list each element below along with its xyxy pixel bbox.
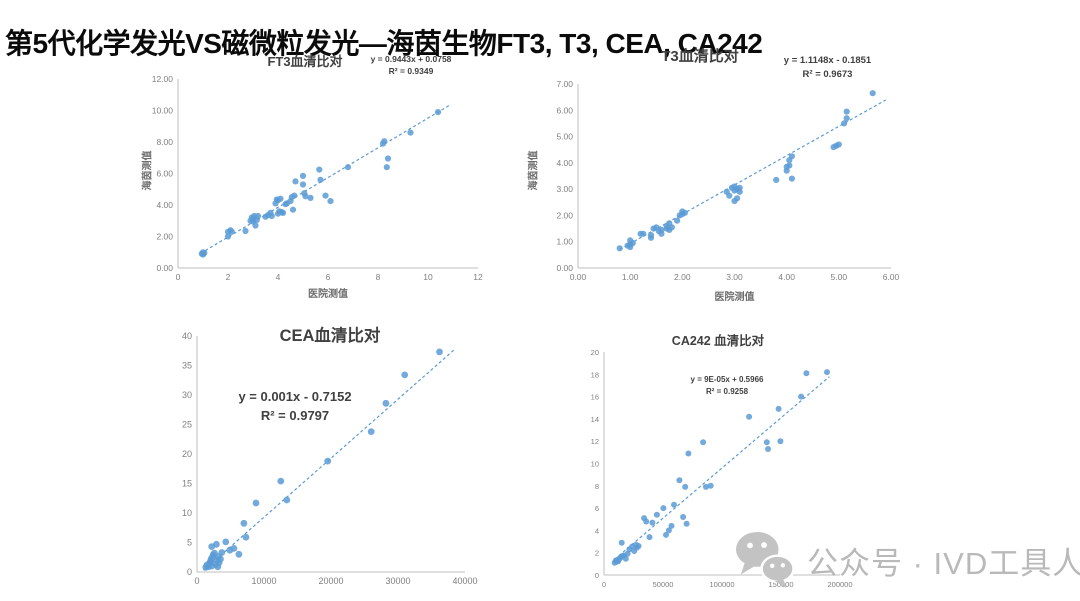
svg-text:4.00: 4.00: [778, 272, 795, 282]
equation-line: y = 0.9443x + 0.0758: [370, 54, 452, 64]
y-axis-title-t3: 海茵测值: [528, 150, 540, 191]
r-squared-line: R² = 0.9258: [705, 386, 749, 396]
svg-text:12: 12: [473, 272, 483, 282]
ft3-plot-area: 0.00 2.00 4.00 6.00 8.00 10.00 12.00 0 2 4 6 8 10 12: [152, 74, 483, 282]
svg-text:20: 20: [591, 348, 599, 357]
svg-text:2.00: 2.00: [674, 272, 691, 282]
svg-text:20000: 20000: [318, 576, 343, 586]
svg-text:4.00: 4.00: [556, 158, 573, 168]
svg-text:2.00: 2.00: [556, 210, 573, 220]
trendline-equation-t3: y = 1.1148x - 0.1851 R² = 0.9673: [765, 54, 890, 82]
watermark: 公众号 · IVD工具人: [733, 531, 1080, 589]
svg-text:30: 30: [182, 390, 192, 400]
chart-title-t3: T3血清比对: [661, 48, 739, 65]
equation-line: y = 0.001x - 0.7152: [238, 389, 352, 404]
svg-text:0: 0: [194, 576, 199, 586]
ft3-scatter-chart: 0.00 2.00 4.00 6.00 8.00 10.00 12.00 0 2 4 6 8 10 12 …: [140, 45, 490, 307]
svg-text:0: 0: [176, 272, 181, 282]
svg-text:15: 15: [182, 479, 192, 489]
trendline-equation-ft3: y = 0.9443x + 0.0758 R² = 0.9349: [358, 53, 464, 78]
t3-plot-area: 0.00 1.00 2.00 3.00 4.00 5.00 6.00 7.00 0.00 1.00…: [556, 79, 900, 282]
svg-text:200000: 200000: [827, 580, 852, 589]
chart-title-ca242: CA242 血清比对: [671, 334, 765, 348]
chart-title-ft3: FT3血清比对: [267, 54, 343, 69]
trendline-equation-cea: y = 0.001x - 0.7152 R² = 0.9797: [210, 388, 380, 426]
svg-text:5: 5: [187, 538, 192, 548]
svg-text:12.00: 12.00: [152, 74, 174, 84]
svg-text:0: 0: [602, 580, 606, 589]
svg-text:4.00: 4.00: [156, 200, 173, 210]
r-squared-line: R² = 0.9673: [802, 68, 853, 80]
svg-text:6: 6: [326, 272, 331, 282]
svg-text:10: 10: [182, 508, 192, 518]
svg-text:1.00: 1.00: [556, 237, 573, 247]
svg-text:6.00: 6.00: [883, 272, 900, 282]
wechat-icon: [736, 531, 795, 589]
svg-text:7.00: 7.00: [556, 79, 573, 89]
svg-text:8: 8: [376, 272, 381, 282]
svg-text:2: 2: [595, 549, 599, 558]
svg-text:4: 4: [595, 526, 599, 535]
svg-text:30000: 30000: [385, 576, 410, 586]
svg-text:4: 4: [276, 272, 281, 282]
svg-text:18: 18: [591, 370, 599, 379]
cea-plot-area: 0 5 10 15 20 25 30 35 40 0 10000 20000 30000 40000: [182, 331, 478, 586]
svg-text:50000: 50000: [653, 580, 674, 589]
ca242-plot-area: 0246810121416182005000010000015000020000…: [591, 348, 853, 589]
slide-title: 第5代化学发光VS磁微粒发光—海茵生物FT3, T3, CEA, CA242: [5, 27, 763, 59]
svg-text:10000: 10000: [251, 576, 276, 586]
y-axis-title-ft3: 海茵测值: [142, 150, 154, 191]
svg-text:10.00: 10.00: [152, 106, 174, 116]
svg-text:40: 40: [182, 331, 192, 341]
svg-text:40000: 40000: [452, 576, 477, 586]
svg-text:2: 2: [226, 272, 231, 282]
equation-line: y = 1.1148x - 0.1851: [783, 55, 872, 66]
svg-text:8: 8: [595, 482, 599, 491]
svg-text:100000: 100000: [709, 580, 734, 589]
t3-scatter-chart: 0.00 1.00 2.00 3.00 4.00 5.00 6.00 7.00 0.00 1.00…: [525, 45, 1010, 310]
svg-text:0: 0: [595, 571, 599, 580]
svg-text:12: 12: [591, 437, 599, 446]
svg-text:25: 25: [182, 420, 192, 430]
chart-title-cea: CEA血清比对: [279, 327, 381, 345]
svg-text:3.00: 3.00: [556, 184, 573, 194]
svg-text:10: 10: [423, 272, 433, 282]
svg-text:3.00: 3.00: [726, 272, 743, 282]
svg-text:2.00: 2.00: [156, 232, 173, 242]
svg-text:6.00: 6.00: [156, 169, 173, 179]
watermark-text: 公众号 · IVD工具人: [807, 545, 1080, 581]
svg-text:1.00: 1.00: [622, 272, 639, 282]
svg-text:6: 6: [595, 504, 599, 513]
svg-text:0.00: 0.00: [556, 263, 573, 273]
cea-scatter-chart: 0 5 10 15 20 25 30 35 40 0 10000 20000 30000 40000 CE…: [170, 322, 490, 597]
svg-text:35: 35: [182, 361, 192, 371]
svg-text:14: 14: [591, 415, 599, 424]
svg-text:0.00: 0.00: [570, 272, 587, 282]
svg-text:0.00: 0.00: [156, 263, 173, 273]
x-axis-title-t3: 医院测值: [714, 292, 755, 303]
trendline-equation-ca242: y = 9E-05x + 0.5966 R² = 0.9258: [667, 374, 787, 397]
equation-line: y = 9E-05x + 0.5966: [690, 375, 764, 384]
svg-text:10: 10: [591, 460, 599, 469]
r-squared-line: R² = 0.9797: [260, 407, 330, 423]
svg-text:16: 16: [591, 393, 599, 402]
svg-text:20: 20: [182, 449, 192, 459]
r-squared-line: R² = 0.9349: [388, 66, 434, 77]
ca242-scatter-chart: 0246810121416182005000010000015000020000…: [585, 330, 930, 592]
x-axis-title-ft3: 医院测值: [308, 289, 348, 300]
svg-text:0: 0: [187, 567, 192, 577]
svg-text:5.00: 5.00: [831, 272, 848, 282]
svg-text:8.00: 8.00: [156, 137, 173, 147]
svg-text:6.00: 6.00: [556, 105, 573, 115]
svg-text:5.00: 5.00: [556, 132, 573, 142]
